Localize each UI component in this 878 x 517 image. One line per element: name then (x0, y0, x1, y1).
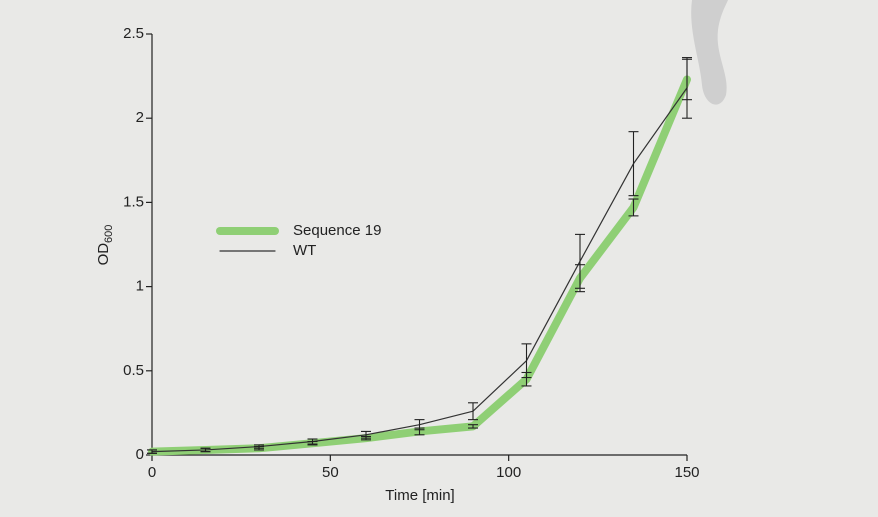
background-shape (691, 0, 728, 105)
error-bar (468, 403, 478, 420)
x-tick-label: 50 (322, 464, 339, 481)
chart: Time [min] OD600 0 0.5 1 1.5 2 2.5 0 50 100 150 Se… (0, 0, 878, 517)
x-tick-label: 100 (496, 464, 521, 481)
y-tick-label: 0 (136, 446, 144, 463)
series-line (152, 88, 687, 452)
y-axis-label-subscript: 600 (103, 225, 115, 243)
series-line (152, 79, 687, 451)
y-axis-label-main: OD (95, 243, 112, 266)
y-tick-label: 1.5 (123, 193, 144, 210)
x-tick-label: 0 (148, 464, 156, 481)
x-tick-label: 150 (674, 464, 699, 481)
y-tick-label: 0.5 (123, 362, 144, 379)
y-tick-label: 1 (136, 278, 144, 295)
y-tick-label: 2.5 (123, 25, 144, 42)
legend-label: Sequence 19 (293, 222, 381, 239)
x-axis-label: Time [min] (385, 487, 454, 504)
y-tick-label: 2 (136, 109, 144, 126)
error-bar (629, 132, 639, 196)
y-axis-label: OD600 (95, 225, 115, 266)
legend-label: WT (293, 242, 316, 259)
